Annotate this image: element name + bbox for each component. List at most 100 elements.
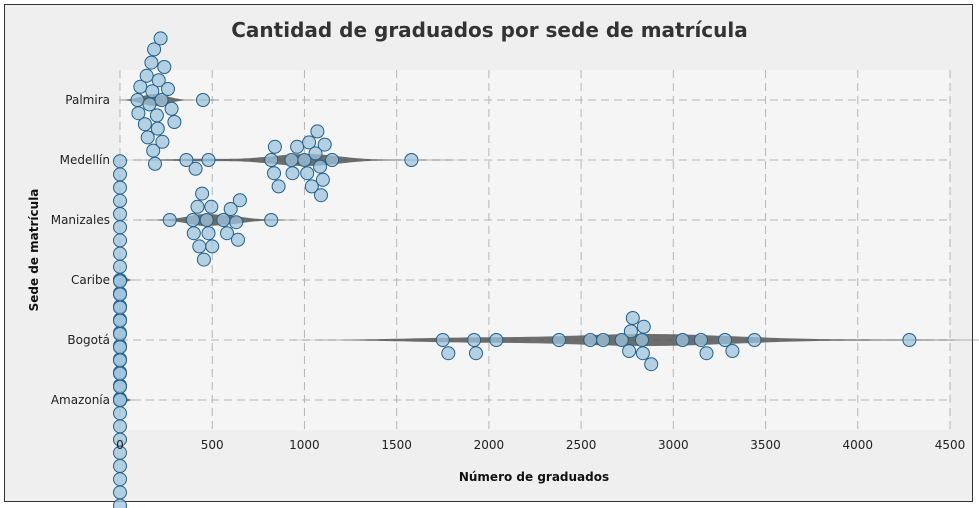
data-point-Palmira xyxy=(133,79,148,94)
data-points xyxy=(113,31,917,508)
data-point-Medellín xyxy=(267,139,282,154)
data-point-Caribe xyxy=(113,167,127,182)
data-point-Amazonía xyxy=(113,498,127,508)
data-point-Bogotá xyxy=(489,333,504,347)
x-tick-label: 500 xyxy=(201,438,224,452)
data-point-Palmira xyxy=(157,60,172,74)
data-point-Medellín xyxy=(188,161,203,176)
data-point-Medellín xyxy=(325,153,340,167)
data-point-Palmira xyxy=(149,108,164,123)
data-point-Amazonía xyxy=(113,393,127,407)
x-tick-label: 0 xyxy=(116,438,124,452)
data-point-Caribe xyxy=(113,246,127,261)
plot-area xyxy=(120,70,950,430)
x-tick-label: 1500 xyxy=(381,438,412,452)
data-point-Bogotá xyxy=(614,333,629,347)
data-point-Manizales xyxy=(192,239,207,254)
data-point-Bogotá xyxy=(583,333,598,347)
data-point-Manizales xyxy=(229,215,244,230)
data-point-Bogotá xyxy=(644,357,659,372)
data-point-Palmira xyxy=(142,97,157,112)
data-point-Palmira xyxy=(139,68,154,83)
data-point-Bogotá xyxy=(635,333,649,347)
data-point-Palmira xyxy=(148,156,162,171)
data-point-Caribe xyxy=(113,154,127,169)
data-point-Palmira xyxy=(131,106,146,121)
data-point-Palmira xyxy=(151,73,166,88)
data-point-Bogotá xyxy=(622,344,637,358)
data-point-Bogotá xyxy=(718,333,732,347)
data-point-Medellín xyxy=(310,124,325,139)
data-point-Medellín xyxy=(285,166,300,181)
data-point-Medellín xyxy=(300,166,315,181)
data-point-Manizales xyxy=(162,213,177,227)
data-point-Medellín xyxy=(179,153,194,167)
data-point-Amazonía xyxy=(113,287,127,302)
data-point-Manizales xyxy=(220,226,234,241)
data-point-Amazonía xyxy=(113,274,127,289)
data-point-Medellín xyxy=(304,179,319,194)
data-point-Medellín xyxy=(313,159,328,174)
data-point-Manizales xyxy=(216,213,231,227)
y-tick-label: Manizales xyxy=(51,213,110,227)
data-point-Caribe xyxy=(113,180,127,195)
y-axis-title: Sede de matrícula xyxy=(27,189,41,312)
y-tick-label: Medellín xyxy=(60,153,110,167)
data-point-Bogotá xyxy=(467,333,482,347)
y-tick-label: Bogotá xyxy=(67,333,110,347)
data-point-Caribe xyxy=(113,220,127,235)
y-tick-label: Caribe xyxy=(71,273,110,287)
data-point-Palmira xyxy=(144,55,159,70)
data-point-Bogotá xyxy=(725,344,740,358)
data-point-Medellín xyxy=(308,146,323,161)
data-point-Palmira xyxy=(137,117,152,132)
data-point-Manizales xyxy=(232,193,247,208)
data-point-Amazonía xyxy=(113,353,127,368)
x-tick-label: 1000 xyxy=(289,438,320,452)
data-point-Palmira xyxy=(167,115,182,129)
data-point-Bogotá xyxy=(699,346,714,361)
data-point-Amazonía xyxy=(113,419,127,434)
data-point-Palmira xyxy=(153,31,168,46)
data-point-Palmira xyxy=(147,42,162,57)
data-point-Medellín xyxy=(302,135,317,150)
x-tick-label: 3000 xyxy=(658,438,689,452)
x-tick-label: 2000 xyxy=(474,438,505,452)
data-point-Manizales xyxy=(205,239,220,254)
y-tick-label: Palmira xyxy=(65,93,110,107)
data-point-Palmira xyxy=(161,82,175,96)
data-point-Caribe xyxy=(113,233,127,248)
x-axis-title: Número de graduados xyxy=(459,470,609,484)
data-point-Medellín xyxy=(404,153,419,167)
data-point-Bogotá xyxy=(435,333,450,347)
data-point-Medellín xyxy=(297,153,312,167)
data-point-Amazonía xyxy=(113,459,127,473)
y-axis-ticks: Palmira Medellín Manizales Caribe Bogotá Amaz… xyxy=(51,93,110,407)
data-point-Medellín xyxy=(264,153,279,167)
data-point-Amazonía xyxy=(113,340,127,355)
data-point-Palmira xyxy=(130,93,145,107)
data-point-Bogotá xyxy=(635,346,650,361)
data-point-Medellín xyxy=(317,137,332,152)
x-axis-ticks: 0 500 1000 1500 2000 2500 3000 3500 4000 4500 xyxy=(116,438,965,452)
data-point-Bogotá xyxy=(596,333,611,347)
data-point-Manizales xyxy=(190,199,205,214)
data-point-Palmira xyxy=(196,93,210,107)
data-point-Amazonía xyxy=(113,313,127,328)
data-point-Manizales xyxy=(195,186,210,201)
data-point-Manizales xyxy=(186,226,201,241)
data-point-Bogotá xyxy=(902,333,917,347)
x-tick-label: 4000 xyxy=(843,438,874,452)
data-point-Bogotá xyxy=(441,346,456,361)
data-point-Medellín xyxy=(284,153,299,167)
data-point-Bogotá xyxy=(552,333,566,347)
data-point-Bogotá xyxy=(625,311,640,325)
data-point-Caribe xyxy=(113,207,127,221)
data-point-Medellín xyxy=(314,188,328,203)
data-point-Manizales xyxy=(231,232,245,247)
data-point-Amazonía xyxy=(113,366,127,381)
data-point-Palmira xyxy=(155,134,170,149)
data-point-Manizales xyxy=(199,213,214,227)
data-point-Manizales xyxy=(201,226,216,241)
